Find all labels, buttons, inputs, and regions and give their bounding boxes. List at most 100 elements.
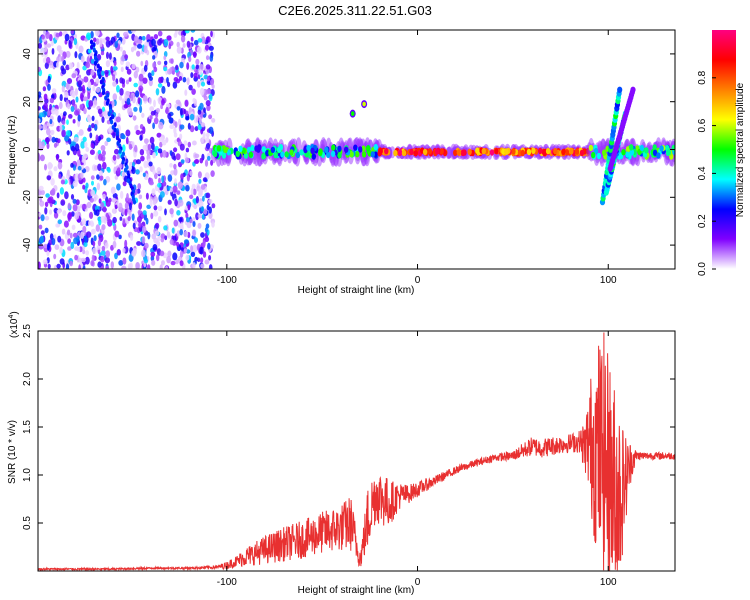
noise-speckle: [96, 245, 101, 250]
noise-speckle: [83, 76, 89, 83]
snr-multiplier-base: (x10: [9, 318, 20, 338]
noise-speckle: [118, 163, 123, 169]
noise-speckle: [73, 237, 78, 245]
noise-speckle: [179, 143, 185, 151]
noise-speckle: [95, 224, 101, 232]
noise-speckle: [153, 117, 159, 125]
noise-speckle: [59, 94, 63, 102]
noise-speckle: [120, 190, 124, 199]
noise-speckle: [172, 81, 178, 89]
noise-speckle: [48, 196, 54, 203]
burst-arc: [630, 86, 636, 94]
noise-speckle: [65, 64, 70, 71]
noise-speckle: [111, 100, 115, 108]
noise-speckle: [183, 248, 188, 253]
band-core: [494, 148, 499, 155]
noise-speckle: [193, 72, 198, 79]
noise-speckle: [70, 162, 74, 168]
noise-speckle: [188, 56, 192, 63]
noise-speckle: [147, 143, 152, 151]
noise-speckle: [44, 163, 47, 171]
noise-speckle: [194, 237, 198, 243]
noise-speckle: [205, 142, 211, 150]
noise-speckle: [210, 170, 215, 178]
band-core: [349, 150, 354, 158]
band-core: [254, 145, 259, 152]
noise-speckle: [50, 39, 54, 47]
spectrogram-y-label: Frequency (Hz): [7, 116, 18, 185]
noise-speckle: [133, 82, 138, 88]
noise-speckle: [95, 78, 100, 84]
band-core: [574, 148, 580, 155]
noise-speckle: [180, 222, 184, 229]
noise-speckle: [153, 44, 157, 51]
noise-speckle: [160, 104, 164, 110]
noise-speckle: [82, 96, 88, 102]
noise-speckle: [179, 260, 184, 267]
noise-speckle: [47, 75, 51, 83]
band-core: [531, 147, 536, 154]
noise-speckle: [95, 38, 100, 45]
noise-speckle: [40, 230, 45, 235]
noise-speckle: [171, 227, 175, 234]
colorbar-ticks: 0.0 0.2 0.4 0.6 0.8: [697, 70, 716, 276]
noise-speckle: [122, 144, 126, 153]
noise-speckle: [199, 246, 204, 255]
noise-speckle: [132, 222, 136, 230]
noise-speckle: [146, 204, 152, 209]
band-core: [358, 146, 363, 153]
noise-speckle: [46, 175, 52, 181]
figure-title: C2E6.2025.311.22.51.G03: [278, 3, 432, 18]
noise-speckle: [137, 216, 142, 223]
noise-speckle: [153, 66, 158, 73]
noise-speckle: [60, 199, 66, 206]
noise-speckle: [155, 112, 159, 118]
noise-speckle: [205, 64, 211, 70]
noise-speckle: [157, 60, 162, 66]
noise-speckle: [38, 185, 44, 191]
noise-speckle: [119, 88, 124, 96]
band-core: [579, 149, 585, 156]
noise-speckle: [101, 70, 105, 76]
noise-speckle: [163, 55, 167, 61]
noise-speckle: [163, 66, 168, 72]
band-core: [273, 152, 278, 159]
noise-speckle: [173, 219, 179, 227]
snr-axes: -100 0 100 0.5 1.0 1.5 2.0 2.5: [22, 324, 675, 588]
snr-frame: [37, 330, 676, 572]
band-core: [401, 149, 407, 157]
noise-speckle: [49, 34, 53, 42]
noise-speckle: [189, 125, 195, 133]
snr-xtick-label: 0: [415, 577, 421, 588]
noise-speckle: [56, 209, 61, 214]
noise-speckle: [122, 181, 127, 187]
noise-speckle: [200, 263, 205, 269]
noise-speckle: [202, 177, 208, 183]
noise-speckle: [197, 109, 202, 115]
noise-speckle: [49, 97, 55, 104]
noise-speckle: [151, 259, 156, 266]
band-core: [277, 146, 282, 153]
noise-speckle: [96, 182, 101, 191]
noise-speckle: [38, 212, 42, 218]
band-core: [344, 146, 349, 153]
band-core: [299, 149, 304, 156]
noise-speckle: [39, 154, 45, 162]
noise-speckle: [195, 58, 200, 65]
noise-speckle: [161, 98, 165, 106]
noise-speckle: [197, 213, 203, 219]
noise-speckle: [71, 99, 76, 107]
noise-speckle: [169, 238, 174, 245]
noise-speckle: [112, 81, 117, 87]
noise-speckle: [182, 43, 186, 48]
noise-speckle: [77, 114, 81, 122]
noise-speckle: [125, 79, 130, 85]
noise-speckle: [105, 60, 110, 68]
noise-speckle: [175, 79, 181, 84]
noise-speckle: [110, 65, 114, 74]
noise-speckle: [157, 83, 163, 88]
noise-speckle: [48, 209, 53, 215]
noise-speckle: [202, 251, 207, 258]
noise-speckle: [128, 143, 133, 150]
